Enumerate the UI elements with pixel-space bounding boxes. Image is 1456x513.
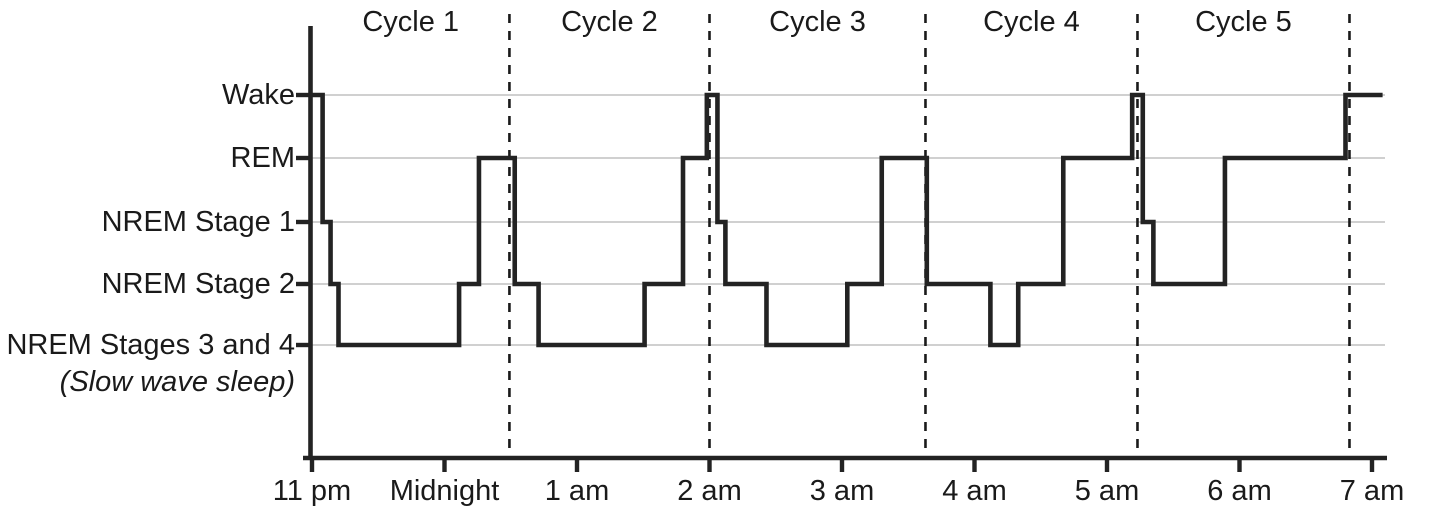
x-axis-label-2: 1 am [544,475,610,507]
x-axis-label-3: 2 am [677,475,742,507]
y-axis-label-n2: NREM Stage 2 [101,268,295,300]
y-axis-sublabel-n34: (Slow wave sleep) [59,366,295,398]
x-axis-label-0: 11 pm [272,475,352,507]
x-axis-label-5: 4 am [942,475,1007,507]
cycle-label-2: Cycle 2 [561,6,658,38]
cycle-label-5: Cycle 5 [1195,6,1292,38]
y-axis-label-rem: REM [230,142,295,174]
cycle-label-3: Cycle 3 [769,6,866,38]
x-axis-label-8: 7 am [1339,475,1405,507]
x-axis-label-6: 5 am [1074,475,1140,507]
x-axis-label-7: 6 am [1207,475,1272,507]
x-axis-label-4: 3 am [809,475,875,507]
hypnogram-step-line [312,92,1383,348]
y-axis-label-n34: NREM Stages 3 and 4 [6,329,295,361]
cycle-label-4: Cycle 4 [983,6,1080,38]
y-axis-label-wake: Wake [221,79,295,111]
cycle-label-1: Cycle 1 [362,6,460,38]
x-axis-label-1: Midnight [389,475,500,507]
y-axis-label-n1: NREM Stage 1 [101,206,295,238]
